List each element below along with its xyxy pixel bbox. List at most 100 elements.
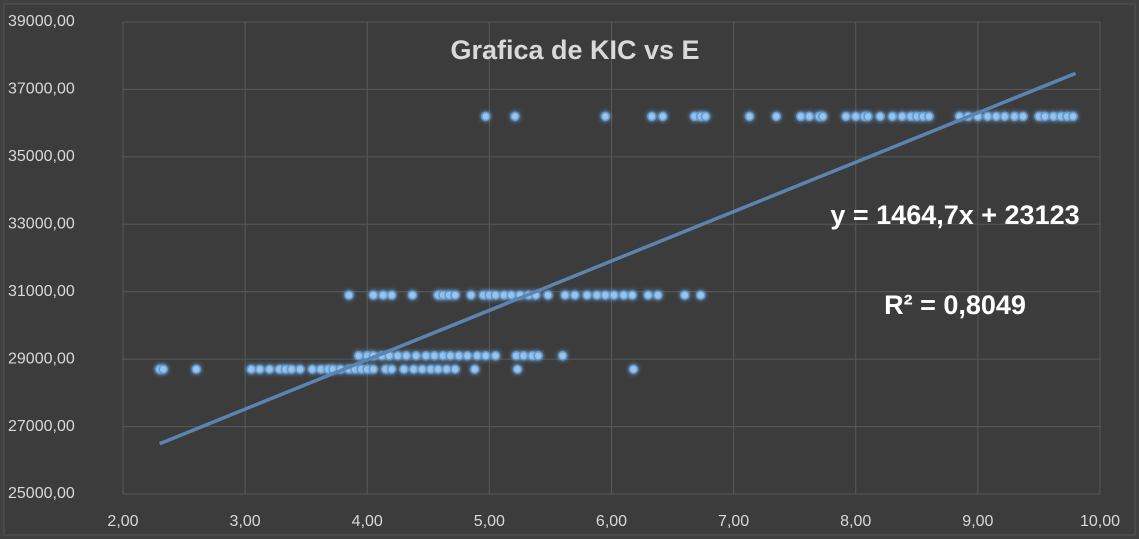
point [510, 111, 520, 122]
point [543, 290, 553, 300]
point [462, 351, 473, 361]
y-tick-label: 31000,00 [8, 283, 75, 300]
x-tick-label: 3,00 [230, 513, 261, 530]
point [518, 351, 529, 361]
chart-title: Grafica de KIC vs E [450, 35, 699, 65]
point [344, 290, 354, 300]
point [695, 290, 706, 300]
point [627, 290, 638, 300]
point [618, 290, 629, 300]
point [450, 290, 460, 300]
point [818, 111, 828, 122]
point [490, 290, 501, 300]
point [841, 111, 851, 122]
r-squared: R² = 0,8049 [884, 290, 1026, 320]
point [557, 351, 568, 361]
y-tick-label: 35000,00 [8, 148, 75, 165]
point [246, 364, 256, 375]
point [897, 111, 907, 122]
point [647, 111, 657, 122]
y-tick-label: 29000,00 [8, 350, 75, 367]
x-tick-label: 6,00 [596, 513, 627, 530]
point [592, 290, 602, 300]
point [408, 364, 419, 375]
point [796, 111, 806, 122]
point [286, 364, 297, 375]
point [744, 111, 755, 122]
point [653, 290, 663, 300]
point [454, 351, 464, 361]
x-tick-label: 9,00 [962, 513, 993, 530]
point [417, 364, 427, 375]
point [1040, 111, 1050, 122]
point [600, 290, 611, 300]
point [441, 364, 452, 375]
x-tick-label: 7,00 [718, 513, 749, 530]
point [399, 364, 409, 375]
point [804, 111, 815, 122]
point [450, 364, 460, 375]
point [490, 351, 501, 361]
y-tick-label: 37000,00 [8, 81, 75, 98]
point [560, 290, 570, 300]
x-tick-label: 2,00 [107, 513, 138, 530]
point [378, 290, 388, 300]
point [999, 111, 1010, 122]
chart-area [3, 3, 1136, 536]
y-tick-label: 25000,00 [8, 485, 75, 502]
point [386, 364, 397, 375]
point [480, 351, 491, 361]
point [628, 364, 639, 375]
point [433, 364, 443, 375]
point [472, 351, 482, 361]
x-tick-label: 4,00 [352, 513, 383, 530]
x-tick-label: 5,00 [474, 513, 505, 530]
point [368, 290, 379, 300]
x-tick-label: 8,00 [840, 513, 871, 530]
y-tick-label: 27000,00 [8, 418, 75, 435]
point [1068, 111, 1078, 122]
point [264, 364, 275, 375]
point [658, 111, 668, 122]
point [982, 111, 993, 122]
point [1009, 111, 1020, 122]
point [875, 111, 885, 122]
point [411, 351, 421, 361]
point [307, 364, 318, 375]
point [582, 290, 592, 300]
point [158, 364, 169, 375]
point [924, 111, 934, 122]
point [445, 351, 456, 361]
point [393, 351, 403, 361]
point [466, 290, 476, 300]
point [368, 364, 379, 375]
point [863, 111, 873, 122]
x-tick-label: 10,00 [1080, 513, 1120, 530]
point [421, 351, 431, 361]
equation: y = 1464,7x + 23123 [830, 200, 1079, 230]
point [401, 351, 412, 361]
trendline [158, 71, 1077, 446]
point [429, 351, 440, 361]
point [991, 111, 1001, 122]
point [469, 364, 480, 375]
point [506, 290, 517, 300]
point [600, 111, 611, 122]
point [643, 290, 653, 300]
y-tick-label: 33000,00 [8, 216, 75, 233]
point [386, 290, 397, 300]
point [512, 364, 523, 375]
point [680, 290, 690, 300]
point [887, 111, 898, 122]
point [1018, 111, 1028, 122]
point [771, 111, 782, 122]
point [353, 351, 364, 361]
point [570, 290, 580, 300]
point [851, 111, 861, 122]
point [700, 111, 711, 122]
point [295, 364, 305, 375]
point [609, 290, 619, 300]
point [191, 364, 202, 375]
point [407, 290, 418, 300]
